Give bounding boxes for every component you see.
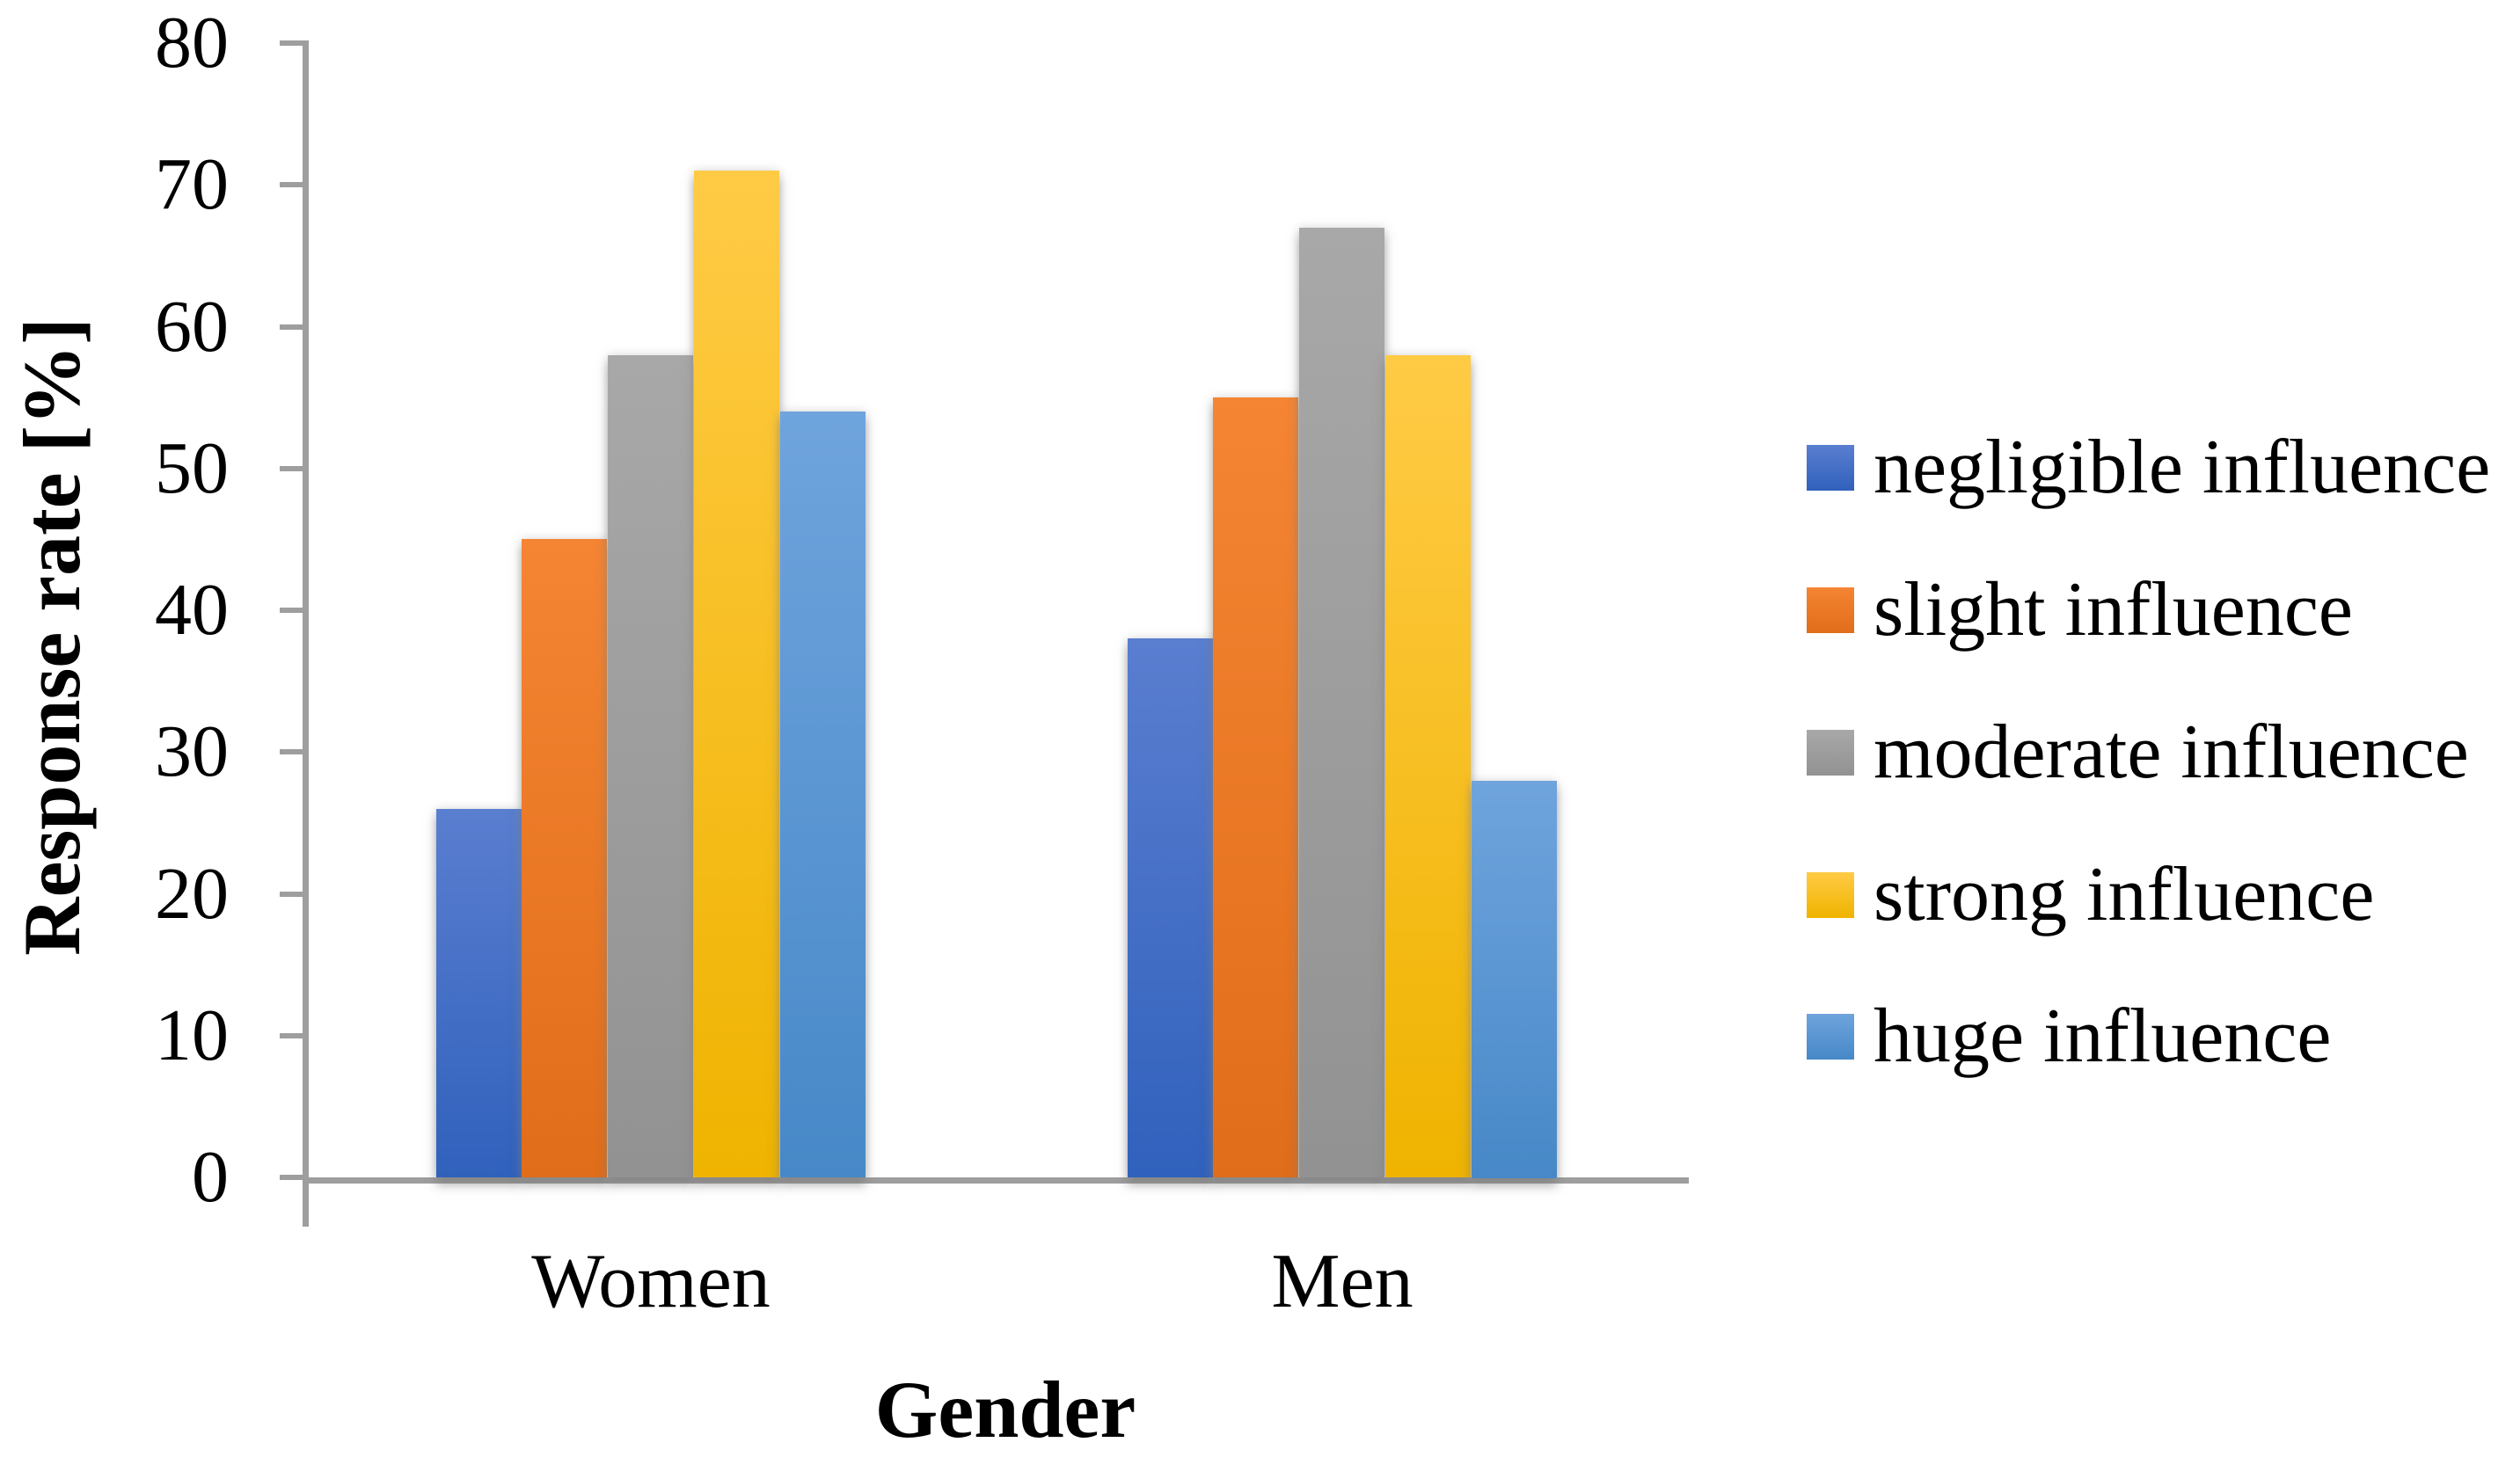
legend-item-negligible: negligible influence — [1807, 419, 2490, 516]
y-tick-mark — [280, 891, 309, 897]
y-tick-mark — [280, 1032, 309, 1038]
legend-swatch-strong — [1807, 872, 1854, 918]
y-tick-mark — [280, 749, 309, 755]
y-tick-label: 60 — [155, 285, 229, 368]
bar-women-moderate — [608, 355, 693, 1177]
y-tick-label: 0 — [192, 1136, 229, 1218]
y-tick-mark — [280, 1175, 309, 1180]
bar-women-strong — [694, 171, 779, 1177]
legend-label: strong influence — [1874, 852, 2375, 937]
y-axis-line — [303, 44, 309, 1227]
legend-item-strong: strong influence — [1807, 847, 2374, 943]
x-category-label-men: Men — [1271, 1239, 1413, 1324]
y-tick-mark — [280, 465, 309, 471]
bar-men-slight — [1213, 397, 1298, 1177]
x-category-label-women: Women — [531, 1239, 771, 1324]
legend-label: slight influence — [1874, 567, 2353, 652]
legend-item-moderate: moderate influence — [1807, 704, 2469, 801]
bar-women-slight — [522, 539, 607, 1177]
bar-men-moderate — [1299, 228, 1384, 1177]
bar-men-huge — [1472, 781, 1557, 1178]
bar-women-huge — [780, 412, 866, 1177]
bar-men-strong — [1385, 355, 1471, 1177]
legend-label: moderate influence — [1874, 710, 2469, 795]
legend-swatch-negligible — [1807, 445, 1854, 491]
bar-men-negligible — [1128, 638, 1213, 1177]
legend-item-slight: slight influence — [1807, 562, 2353, 659]
legend-label: huge influence — [1874, 994, 2332, 1079]
y-tick-mark — [280, 182, 309, 188]
y-tick-label: 50 — [155, 426, 229, 509]
y-tick-label: 40 — [155, 569, 229, 651]
legend-swatch-huge — [1807, 1014, 1854, 1060]
bar-women-negligible — [436, 809, 522, 1177]
y-tick-label: 10 — [155, 994, 229, 1076]
legend-item-huge: huge influence — [1807, 988, 2331, 1085]
y-tick-mark — [280, 324, 309, 330]
y-tick-label: 80 — [155, 2, 229, 84]
y-tick-label: 20 — [155, 852, 229, 935]
legend-swatch-moderate — [1807, 730, 1854, 776]
x-axis-title: Gender — [874, 1365, 1136, 1454]
legend-label: negligible influence — [1874, 425, 2491, 510]
y-tick-label: 70 — [155, 143, 229, 226]
x-axis-line — [303, 1177, 1689, 1184]
y-tick-mark — [280, 40, 309, 46]
y-tick-label: 30 — [155, 710, 229, 793]
y-tick-mark — [280, 608, 309, 613]
legend-swatch-slight — [1807, 587, 1854, 633]
